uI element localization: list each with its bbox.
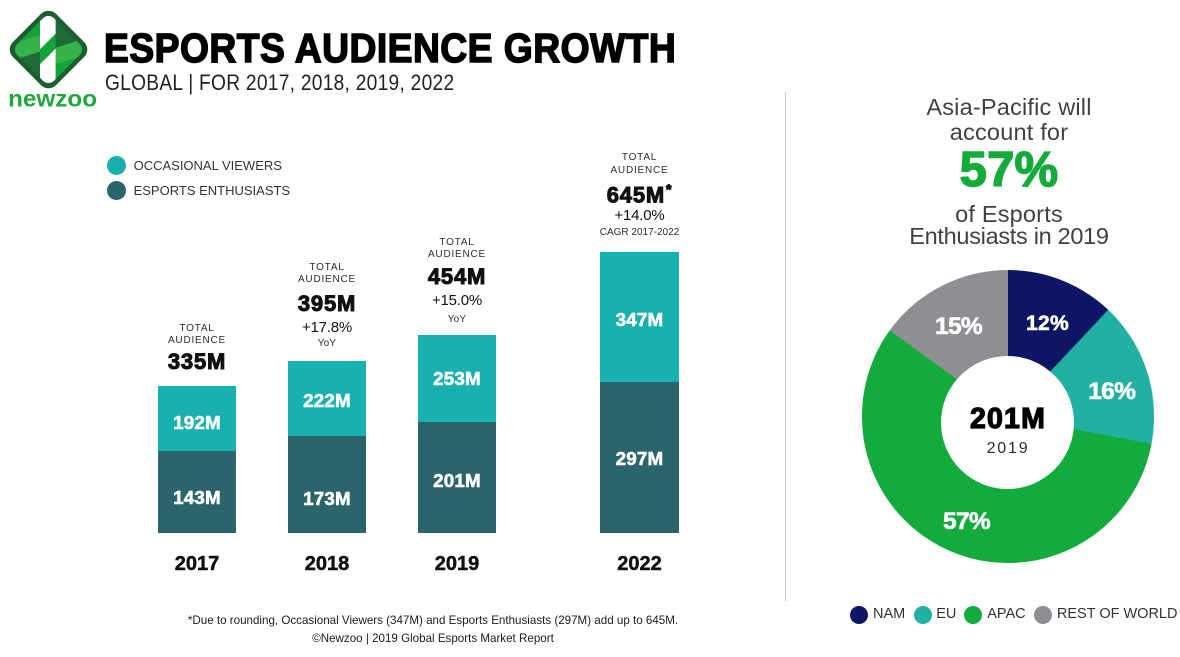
svg-text:newzoo: newzoo xyxy=(8,86,97,112)
